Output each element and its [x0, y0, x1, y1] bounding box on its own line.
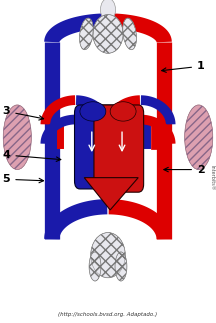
Ellipse shape — [115, 252, 127, 281]
Text: 1: 1 — [162, 61, 205, 72]
Ellipse shape — [3, 105, 31, 170]
Ellipse shape — [110, 102, 136, 121]
Ellipse shape — [89, 252, 101, 281]
Text: 5: 5 — [3, 174, 43, 184]
Text: 2: 2 — [164, 165, 205, 174]
Ellipse shape — [123, 18, 137, 50]
Ellipse shape — [93, 15, 123, 53]
Ellipse shape — [80, 102, 106, 121]
FancyBboxPatch shape — [94, 105, 144, 192]
Text: Interbits®: Interbits® — [210, 165, 215, 190]
Text: (http://schools.bvsd.org. Adaptado.): (http://schools.bvsd.org. Adaptado.) — [59, 312, 157, 318]
Ellipse shape — [185, 105, 213, 170]
Text: 3: 3 — [3, 107, 44, 120]
Ellipse shape — [91, 233, 125, 278]
Text: 4: 4 — [3, 150, 61, 162]
Ellipse shape — [79, 18, 93, 50]
Polygon shape — [84, 178, 138, 210]
Circle shape — [100, 0, 116, 21]
FancyBboxPatch shape — [75, 105, 122, 189]
